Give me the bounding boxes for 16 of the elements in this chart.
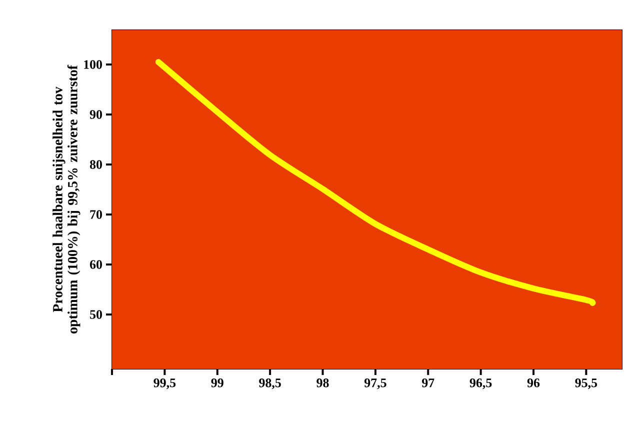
y-tick-label: 80	[90, 160, 102, 169]
y-axis-title: Procentueel haalbare snijsnelheid tov optimum (100%) bij 99,5% zuivere zuurstof	[52, 64, 80, 334]
x-tick-label: 98	[316, 378, 329, 388]
x-tick-label: 97	[422, 378, 434, 388]
y-tick-label: 70	[90, 210, 102, 219]
x-tick-label: 97,5	[364, 378, 386, 390]
x-tick-label: 98,5	[259, 378, 281, 390]
y-tick-label: 50	[90, 310, 102, 319]
y-tick-label: 90	[90, 110, 102, 119]
y-tick-label: 100	[84, 60, 102, 69]
x-tick-label: 96,5	[470, 378, 492, 390]
y-tick-label: 60	[90, 260, 102, 269]
x-tick-label: 99,5	[154, 378, 176, 390]
x-tick-label: 99	[211, 378, 224, 388]
x-tick-label: 95,5	[575, 378, 598, 390]
x-tick-label: 96	[527, 378, 540, 388]
